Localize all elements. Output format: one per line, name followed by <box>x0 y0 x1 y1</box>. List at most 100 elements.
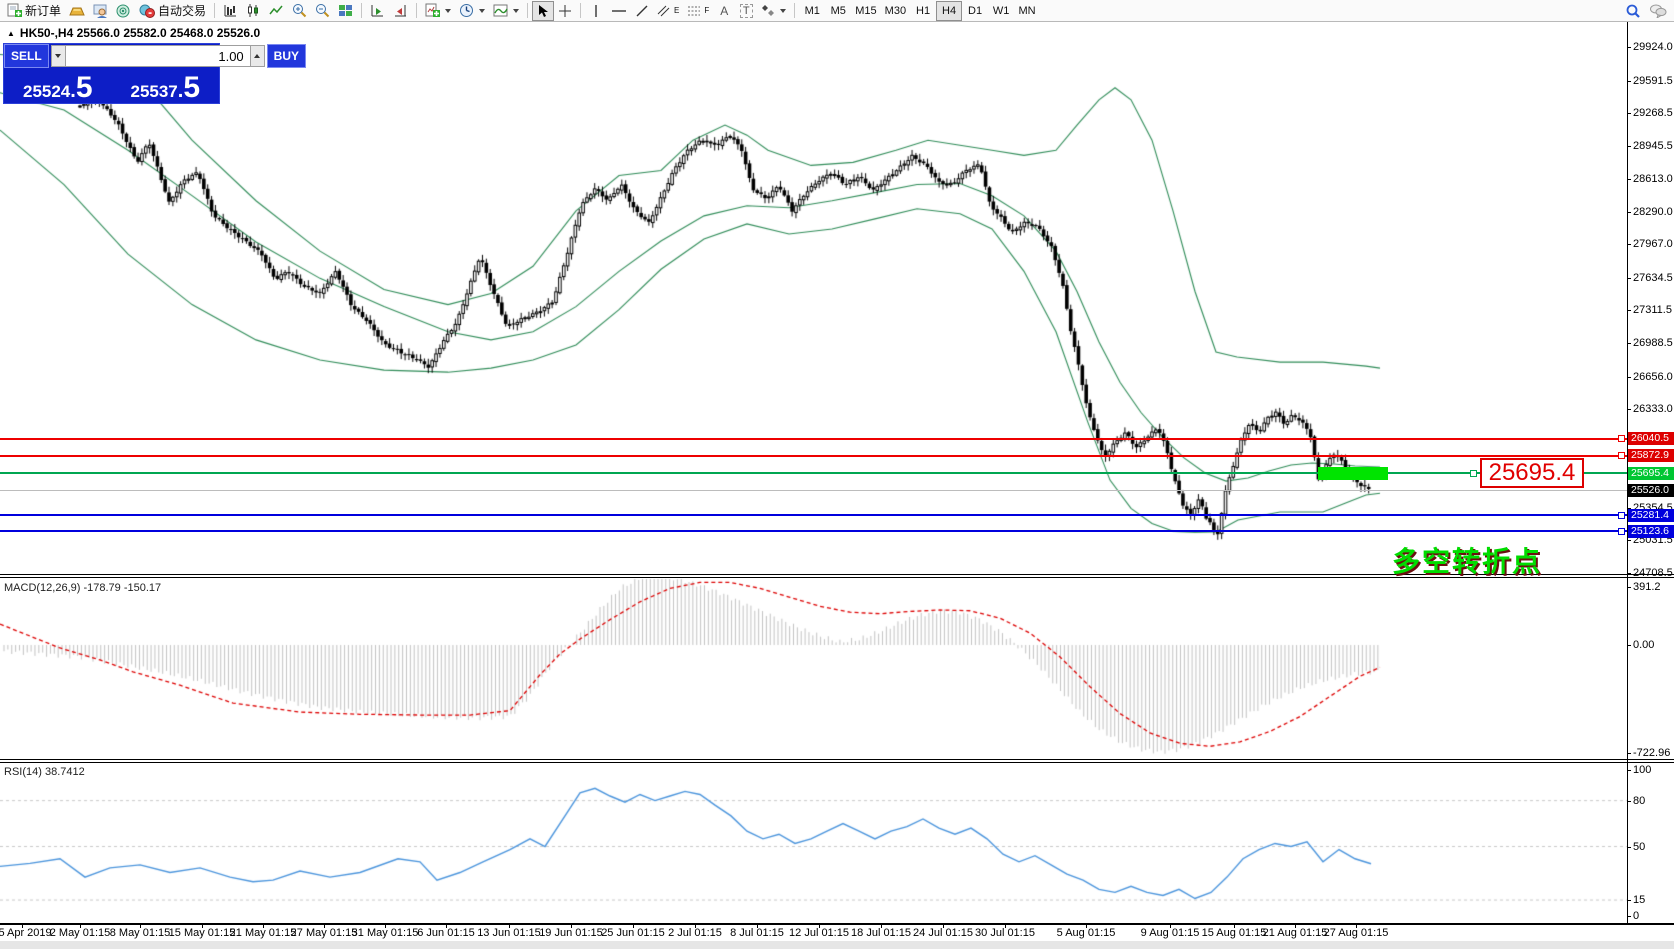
volume-decrease-button[interactable] <box>50 45 66 67</box>
timeframe-m1-button[interactable]: M1 <box>799 1 825 21</box>
line-drag-handle[interactable] <box>1618 527 1625 535</box>
chart-shift-button[interactable] <box>389 1 412 21</box>
market-panel-button[interactable] <box>65 1 89 21</box>
price-level-line[interactable] <box>0 437 1627 440</box>
candlestick-chart-button[interactable] <box>242 1 265 21</box>
autotrading-button[interactable]: 自动交易 <box>135 1 210 21</box>
rsi-axis-tick-label: 80 <box>1633 794 1646 807</box>
timeframe-mn-button[interactable]: MN <box>1014 1 1040 21</box>
arrows-tool-button[interactable] <box>757 1 790 21</box>
equidistant-channel-tool-button[interactable]: E <box>653 1 683 21</box>
channel-letter: E <box>674 6 680 15</box>
time-axis-tick <box>571 925 572 928</box>
price-axis-tick-label: 24708.5 <box>1633 567 1673 580</box>
tile-windows-button[interactable] <box>334 1 357 21</box>
timeframe-w1-button[interactable]: W1 <box>988 1 1014 21</box>
price-level-line[interactable] <box>0 514 1627 517</box>
pane-separator <box>0 762 1674 763</box>
price-line-tag: 25695.4 <box>1628 466 1674 480</box>
periods-button[interactable] <box>455 1 489 21</box>
timeframe-h4-button[interactable]: H4 <box>936 0 963 21</box>
pane-separator[interactable] <box>0 759 1674 760</box>
crosshair-icon <box>558 4 572 18</box>
timeframe-m5-button[interactable]: M5 <box>825 1 851 21</box>
macd-label: MACD(12,26,9) -178.79 -150.17 <box>4 582 162 594</box>
toolbar-separator <box>361 3 363 18</box>
trendline-tool-button[interactable] <box>631 1 653 21</box>
gold-ingot-icon <box>69 4 85 18</box>
indicators-button[interactable] <box>421 1 455 21</box>
zoom-in-icon <box>292 3 307 18</box>
time-axis-tick <box>202 925 203 928</box>
text-tool-button[interactable]: A <box>713 1 735 21</box>
auto-scroll-button[interactable] <box>366 1 389 21</box>
fibonacci-letter: F <box>704 6 710 15</box>
price-level-line[interactable] <box>0 472 1627 475</box>
search-button[interactable] <box>1621 1 1645 21</box>
timeframe-d1-button[interactable]: D1 <box>962 1 988 21</box>
cursor-tool-button[interactable] <box>532 0 555 21</box>
zoom-out-button[interactable] <box>311 1 334 21</box>
time-axis-tick <box>943 925 944 928</box>
price-axis-tick-label: 27967.0 <box>1633 238 1673 251</box>
chart-title: ▲ HK50-,H4 25566.0 25582.0 25468.0 25526… <box>7 26 260 40</box>
turning-point-label[interactable]: 多空转折点 <box>1392 546 1543 577</box>
strategy-tester-button[interactable] <box>89 1 112 21</box>
arrow-down-icon <box>55 54 62 58</box>
price-level-line[interactable] <box>0 454 1627 457</box>
sell-button[interactable]: SELL <box>4 44 49 68</box>
fibonacci-tool-button[interactable]: F <box>683 1 713 21</box>
price-level-line[interactable] <box>0 530 1627 533</box>
timeframe-m15-button[interactable]: M15 <box>851 1 880 21</box>
collapse-triangle-icon[interactable]: ▲ <box>7 28 15 38</box>
price-axis-tick <box>1627 113 1631 115</box>
price-axis-tick-label: 26333.0 <box>1633 403 1673 416</box>
buy-button[interactable]: BUY <box>266 44 307 68</box>
vertical-line-tool-button[interactable] <box>585 1 607 21</box>
new-order-button[interactable]: 新订单 <box>3 1 65 21</box>
auto-scroll-icon <box>370 3 385 18</box>
search-icon <box>1625 3 1641 19</box>
crosshair-tool-button[interactable] <box>554 1 576 21</box>
dropdown-caret-icon <box>513 8 520 13</box>
price-annotation-box[interactable]: 25695.4 <box>1480 458 1584 488</box>
autotrading-label: 自动交易 <box>158 4 207 18</box>
signals-button[interactable] <box>112 1 135 21</box>
arrows-icon <box>761 4 775 17</box>
one-click-trading-panel: SELL BUY 25524.5 25537.5 <box>3 43 307 104</box>
line-drag-handle[interactable] <box>1618 435 1625 443</box>
price-axis-tick <box>1627 80 1631 82</box>
line-drag-handle[interactable] <box>1470 469 1477 477</box>
volume-input[interactable] <box>65 45 250 67</box>
price-axis-tick-label: 29924.0 <box>1633 41 1673 53</box>
templates-button[interactable] <box>489 1 523 21</box>
chat-button[interactable] <box>1645 1 1671 21</box>
buy-price-int: 25537 <box>130 82 178 101</box>
toolbar-separator <box>794 3 796 18</box>
buy-price[interactable]: 25537. 5 <box>112 68 220 103</box>
timeframe-m30-button[interactable]: M30 <box>881 1 910 21</box>
line-chart-icon <box>269 3 284 18</box>
sell-price[interactable]: 25524. 5 <box>4 68 112 103</box>
timeframe-h1-button[interactable]: H1 <box>910 1 936 21</box>
price-axis-tick <box>1627 211 1631 213</box>
zoom-in-button[interactable] <box>288 1 311 21</box>
bar-chart-button[interactable] <box>219 1 242 21</box>
time-axis-tick <box>140 925 141 928</box>
time-axis-tick <box>1295 925 1296 928</box>
time-axis-label: 9 Aug 01:15 <box>1140 927 1200 939</box>
pane-separator[interactable] <box>0 574 1674 575</box>
time-axis-tick <box>1356 925 1357 928</box>
line-drag-handle[interactable] <box>1618 511 1625 519</box>
time-axis-tick <box>1005 925 1006 928</box>
time-axis-tick <box>633 925 634 928</box>
volume-increase-button[interactable] <box>249 45 265 67</box>
rsi-axis-tick <box>1627 770 1631 771</box>
line-drag-handle[interactable] <box>1618 452 1625 460</box>
horizontal-line-tool-button[interactable] <box>607 1 631 21</box>
price-axis-tick <box>1627 244 1631 246</box>
price-level-highlight[interactable] <box>1318 466 1388 480</box>
label-tool-button[interactable]: T <box>735 1 757 21</box>
line-chart-button[interactable] <box>265 1 288 21</box>
